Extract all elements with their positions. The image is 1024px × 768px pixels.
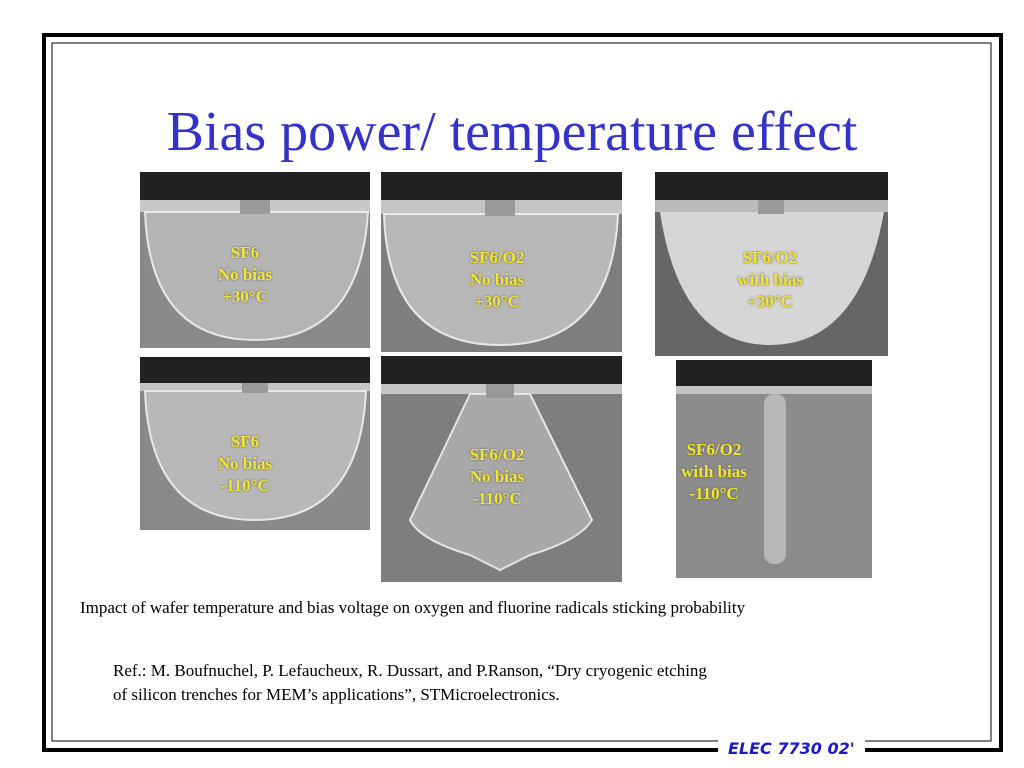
image-label: SF6/O2 No bias -110°C xyxy=(447,444,547,510)
sem-image xyxy=(140,357,370,530)
label-line: with bias xyxy=(681,462,747,481)
label-line: +30°C xyxy=(474,292,520,311)
label-line: SF6 xyxy=(230,432,260,451)
label-line: No bias xyxy=(469,270,525,289)
label-line: -110°C xyxy=(220,476,270,495)
image-label: SF6/O2 No bias +30°C xyxy=(447,247,547,313)
reference-line: Ref.: M. Boufnuchel, P. Lefaucheux, R. D… xyxy=(113,661,707,680)
sem-image xyxy=(381,172,622,352)
slide-title: Bias power/ temperature effect xyxy=(166,101,858,163)
image-label: SF6 No bias -110°C xyxy=(195,431,295,497)
label-line: SF6/O2 xyxy=(742,248,798,267)
sem-image xyxy=(676,360,872,578)
reference-line: of silicon trenches for MEM’s applicatio… xyxy=(113,685,560,704)
image-label: SF6/O2 with bias +30°C xyxy=(720,247,820,313)
label-line: -110°C xyxy=(689,484,739,503)
sem-image xyxy=(655,172,888,356)
image-label: SF6/O2 with bias -110°C xyxy=(664,439,764,505)
label-line: SF6/O2 xyxy=(469,445,525,464)
label-line: SF6/O2 xyxy=(686,440,742,459)
caption: Impact of wafer temperature and bias vol… xyxy=(80,598,746,617)
sem-image xyxy=(140,172,370,348)
label-line: SF6 xyxy=(230,243,260,262)
sem-image xyxy=(381,356,622,582)
label-line: with bias xyxy=(737,270,803,289)
label-line: No bias xyxy=(469,467,525,486)
label-line: No bias xyxy=(217,265,273,284)
outer-border xyxy=(42,33,1003,752)
label-line: +30°C xyxy=(747,292,793,311)
inner-border xyxy=(51,42,992,742)
image-label: SF6 No bias +30°C xyxy=(195,242,295,308)
label-line: +30°C xyxy=(222,287,268,306)
label-line: -110°C xyxy=(472,489,522,508)
label-line: No bias xyxy=(217,454,273,473)
footer: ELEC 7730 02' xyxy=(718,739,865,758)
label-line: SF6/O2 xyxy=(469,248,525,267)
